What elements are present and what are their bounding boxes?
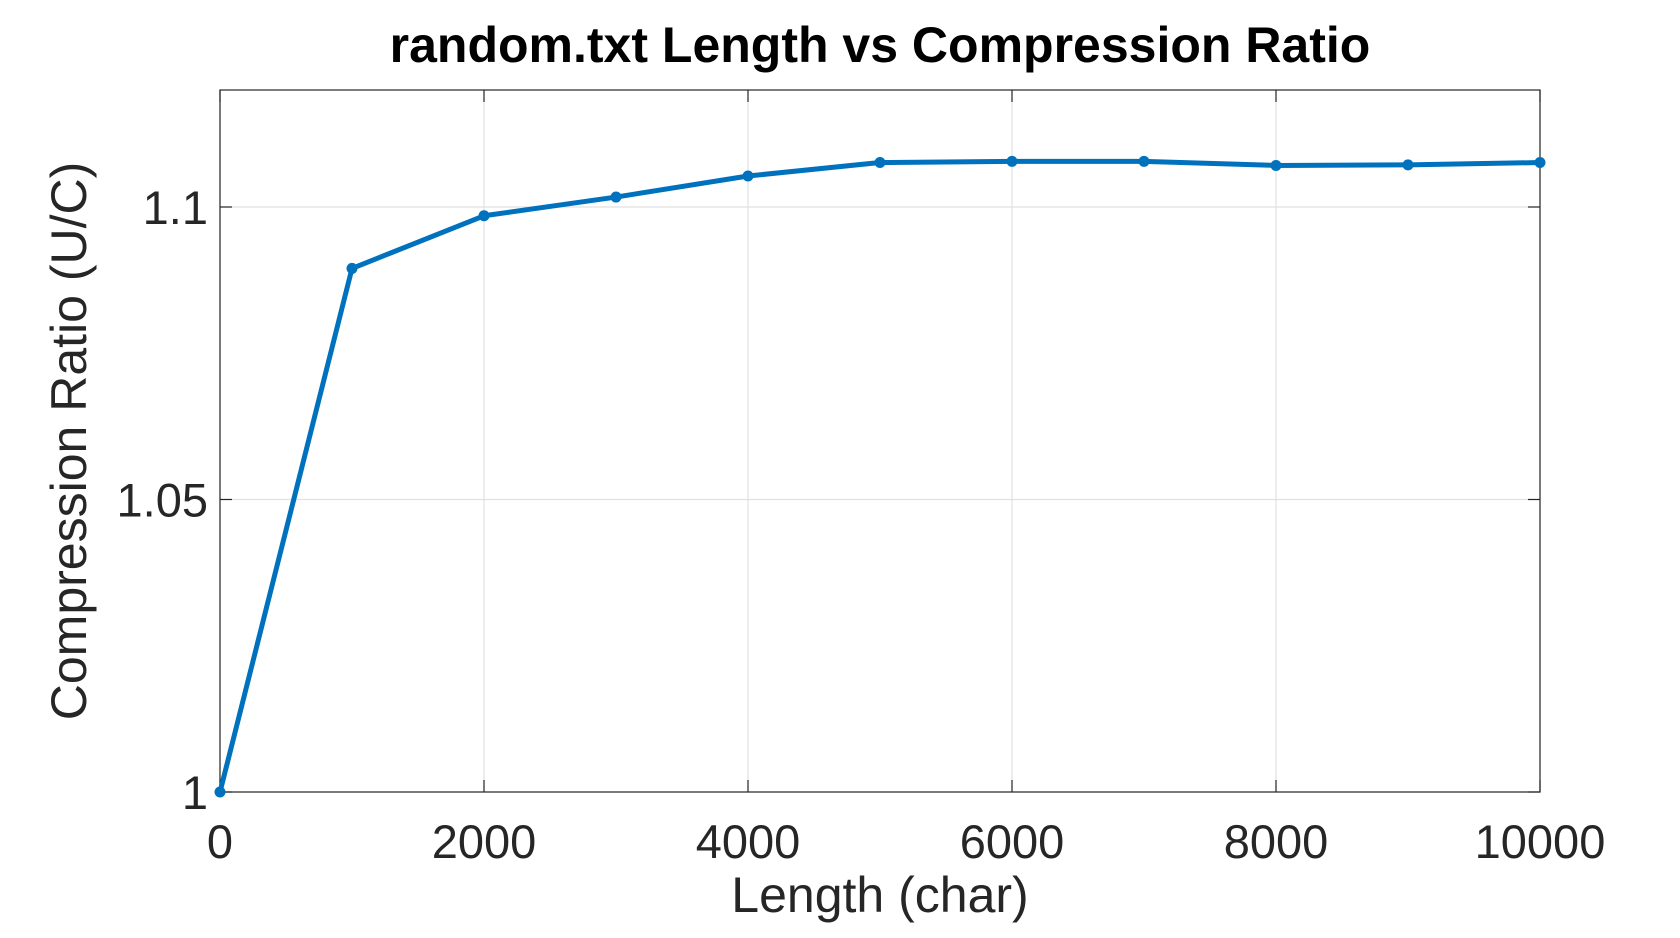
data-point: [1534, 157, 1546, 169]
y-tick-label: 1: [182, 766, 208, 819]
data-point: [1270, 159, 1282, 171]
data-point: [1138, 155, 1150, 167]
y-tick-label: 1.05: [117, 474, 208, 527]
x-tick-label: 10000: [1475, 815, 1606, 868]
plot-area-frame: [219, 89, 1541, 793]
y-axis-label: Compression Ratio (U/C): [41, 162, 97, 720]
x-axis-label: Length (char): [731, 867, 1028, 923]
data-point: [214, 786, 226, 798]
data-point: [346, 262, 358, 274]
y-tick-label: 1.1: [143, 181, 208, 234]
x-tick-label: 4000: [696, 815, 801, 868]
data-point: [874, 157, 886, 169]
data-point: [742, 170, 754, 182]
chart-title: random.txt Length vs Compression Ratio: [390, 17, 1371, 73]
series-layer: [214, 155, 1546, 798]
data-point: [1006, 155, 1018, 167]
grid-layer: [219, 90, 1541, 793]
data-point: [1402, 159, 1414, 171]
x-tick-label: 6000: [960, 815, 1065, 868]
x-tick-label: 0: [207, 815, 233, 868]
x-tick-label: 8000: [1224, 815, 1329, 868]
data-point: [478, 210, 490, 222]
data-point: [610, 191, 622, 203]
series-line: [217, 158, 1543, 795]
tick-layer: 0 2000 4000 6000 8000 10000 1 1.05 1.1: [117, 90, 1606, 868]
x-tick-label: 2000: [432, 815, 537, 868]
